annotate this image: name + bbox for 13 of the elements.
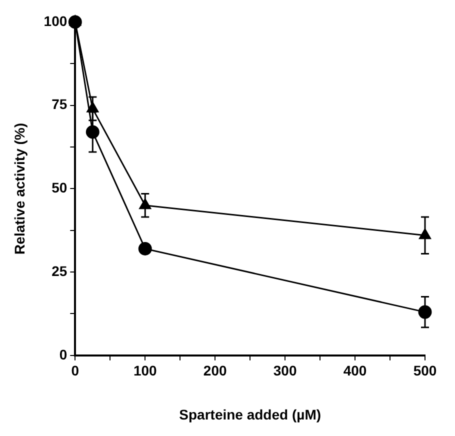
x-tick-label: 200 (203, 362, 227, 379)
x-tick-label: 300 (273, 362, 297, 379)
x-tick-label: 500 (413, 362, 437, 379)
x-tick-label: 400 (343, 362, 367, 379)
x-axis-title: Sparteine added (µM) (179, 406, 322, 422)
y-tick-label: 25 (52, 262, 68, 279)
x-tick-label: 100 (133, 362, 158, 379)
y-tick-label: 100 (44, 12, 68, 29)
y-axis-title: Relative activity (%) (11, 122, 28, 254)
y-tick-label: 75 (52, 96, 68, 112)
y-tick-label: 50 (52, 180, 68, 196)
y-tick-label: 0 (59, 346, 68, 362)
x-tick-label: 0 (71, 362, 80, 379)
